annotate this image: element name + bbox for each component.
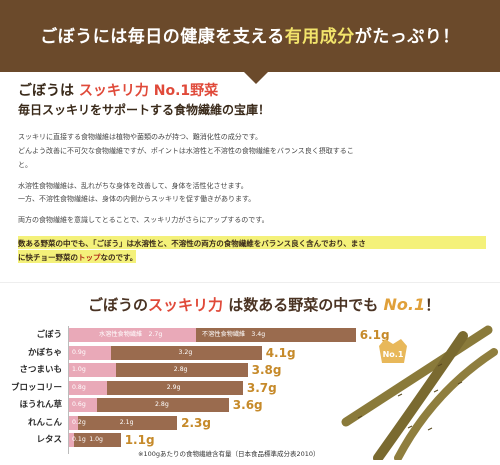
category-label: さつまいも [19, 365, 62, 375]
category-label: かぼちゃ [27, 347, 62, 358]
bar-insoluble-label: 2.1g [119, 418, 134, 426]
bar-row: 0.9g 3.2g [69, 345, 262, 360]
intro-heading-b: スッキリ力 No.1野菜 [78, 83, 219, 99]
chart-heading-a: ごぼうの [88, 296, 149, 314]
bar-row: 水溶性食物繊維 2.7g 不溶性食物繊維 3.4g [69, 328, 356, 342]
bar-total-label: 3.6g [232, 398, 263, 412]
bar-row: 1.0g 2.8g [69, 363, 248, 377]
no1-badge-icon: No.1 [379, 339, 407, 363]
highlight-line-1: 数ある野菜の中でも、「ごぼう」は水溶性と、不溶性の両方の食物繊維をバランス良く含… [18, 239, 366, 248]
bar-soluble-label: 0.9g [72, 348, 86, 356]
bar-total-label: 4.1g [265, 345, 296, 360]
bar-insoluble [78, 415, 178, 430]
bar-row: 0.6g 2.8g [69, 398, 229, 412]
paragraph-4: 水溶性食物繊維は、乱れがちな身体を改善して、身体を活性化させます。 [18, 182, 248, 190]
chart-axis [68, 326, 69, 454]
bar-soluble [69, 398, 98, 412]
bar-insoluble [116, 363, 248, 377]
bar-soluble [69, 345, 112, 360]
bar-insoluble [106, 380, 243, 395]
highlight-line-2b: トップ [78, 253, 101, 262]
bar-total-label: 6.1g [359, 328, 390, 342]
bar-soluble [69, 380, 107, 395]
category-label: れんこん [27, 417, 62, 428]
chart-heading-b: スッキリ力 [148, 296, 224, 314]
bar-soluble-label: 0.2g [72, 418, 86, 426]
bar-insoluble-label: 1.0g [89, 436, 103, 443]
bar-total-label: 1.1g [124, 433, 155, 447]
category-label: ブロッコリー [10, 382, 62, 393]
bar-soluble-label: 0.1g [72, 436, 86, 443]
header-title-part1: ごぼうには毎日の健康を支える [40, 27, 285, 47]
bar-soluble-label: 0.6g [72, 401, 86, 408]
bar-insoluble-label: 2.8g [173, 366, 188, 373]
bar-total-label: 3.7g [246, 380, 277, 395]
header-title: ごぼうには毎日の健康を支える有用成分がたっぷり！ [0, 22, 500, 47]
bar-soluble-label: 水溶性食物繊維 2.7g [99, 331, 163, 338]
section-divider [0, 282, 500, 283]
bar-insoluble [195, 328, 356, 342]
intro-heading: ごぼうは スッキリ力 No.1野菜 [18, 80, 218, 100]
bar-row: 0.8g 2.9g [69, 380, 243, 395]
chart-heading-no1: No.1 [383, 295, 426, 314]
bar-insoluble-label: 2.8g [155, 401, 169, 408]
header-banner [0, 0, 500, 72]
bar-insoluble [73, 433, 121, 447]
paragraph-5: 一方、不溶性食物繊維は、身体の内側からスッキリを促す働きがあります。 [18, 195, 256, 203]
header-title-part2: がたっぷり！ [354, 27, 460, 47]
chart-heading: ごぼうのスッキリ力 は数ある野菜の中でも No.1！ [88, 294, 440, 315]
bar-total-label: 2.3g [181, 415, 211, 430]
paragraph-3: と。 [18, 161, 32, 169]
highlight-bg-1 [18, 236, 486, 249]
bar-soluble [69, 433, 74, 447]
header-notch [244, 72, 268, 84]
highlight-bg-2 [18, 250, 136, 263]
bar-soluble [69, 328, 196, 342]
category-label: ほうれん草 [19, 400, 62, 410]
paragraph-6: 両方の食物繊維を意識してとることで、スッキリ力がさらにアップするのです。 [18, 216, 269, 224]
chart-heading-c: は数ある野菜の中でも [223, 296, 384, 314]
highlight-line-2a: に快チョー野菜の [18, 253, 78, 262]
paragraph-2: どんよう改善に不可欠な食物繊維ですが、ポイントは水溶性と不溶性の食物繊維をバラン… [18, 147, 354, 155]
no1-badge-text: No.1 [383, 350, 404, 359]
burdock-roots-illustration [341, 325, 498, 460]
category-label: ごぼう [36, 330, 62, 340]
bar-soluble [69, 363, 116, 377]
highlight-line-2: に快チョー野菜のトップなのです。 [18, 252, 137, 263]
paragraph-1: スッキリに直接する食物繊維は植物や菌類のみが持つ、難消化性の成分です。 [18, 133, 263, 141]
bar-insoluble [111, 345, 262, 360]
highlight-line-2c: なのです。 [100, 253, 138, 262]
intro-heading-a: ごぼうは [18, 83, 74, 99]
bar-insoluble-label: 不溶性食物繊維 3.4g [201, 331, 266, 338]
bar-soluble [69, 415, 79, 430]
header-title-highlight: 有用成分 [284, 27, 355, 47]
category-label: レタス [36, 435, 62, 445]
bar-total-label: 3.8g [251, 363, 282, 377]
bar-row: 0.2g 2.1g [69, 415, 178, 430]
bar-row: 0.1g 1.0g [69, 433, 121, 447]
bar-insoluble-label: 3.2g [178, 348, 193, 356]
bar-soluble-label: 1.0g [72, 366, 86, 373]
chart-footnote: ※100gあたりの食物繊維含有量（日本食品標準成分表2010） [138, 450, 320, 458]
bar-soluble-label: 0.8g [72, 383, 86, 391]
bar-insoluble [97, 398, 229, 412]
chart-heading-e: ！ [425, 296, 441, 314]
bar-insoluble-label: 2.9g [166, 383, 181, 391]
intro-subheading: 毎日スッキリをサポートする食物繊維の宝庫！ [18, 103, 271, 117]
